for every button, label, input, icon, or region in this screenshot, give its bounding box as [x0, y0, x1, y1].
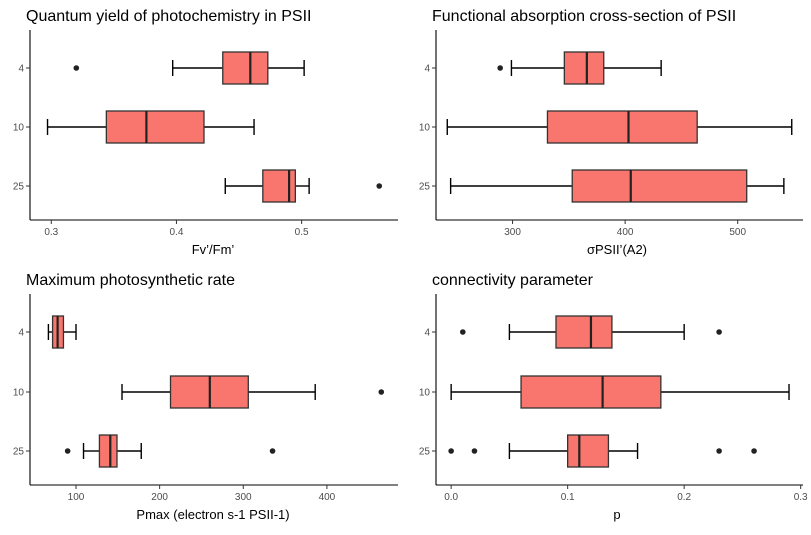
- x-tick-label: 0.5: [295, 227, 309, 238]
- x-tick-label: 0.3: [44, 227, 58, 238]
- x-tick-label: 500: [729, 227, 746, 238]
- outlier-point: [497, 65, 503, 71]
- x-tick-label: 300: [235, 492, 252, 503]
- x-tick-label: 100: [68, 492, 85, 503]
- x-axis-title: Pmax (electron s-1 PSII-1): [136, 507, 289, 522]
- panel-max-photosynthetic-rate: Maximum photosynthetic rate 100 200 300 400…: [13, 272, 398, 522]
- y-tick-label: 25: [419, 182, 431, 193]
- panel-quantum-yield: Quantum yield of photochemistry in PSII …: [13, 8, 398, 257]
- box-iqr: [262, 169, 297, 203]
- x-axis-title: Fv’/Fm’: [192, 242, 235, 257]
- outlier-point: [716, 329, 722, 335]
- panel-title: Functional absorption cross-section of P…: [432, 8, 736, 25]
- outlier-point: [376, 183, 383, 189]
- panel-connectivity-parameter: connectivity parameter 0.0 0.1 0.2 0.3 4 10 25…: [419, 272, 808, 522]
- outlier-point: [378, 389, 385, 395]
- x-tick-label: 200: [151, 492, 168, 503]
- box-iqr: [555, 315, 613, 349]
- outlier-point: [64, 448, 71, 454]
- y-tick-label: 10: [419, 388, 431, 399]
- outlier-point: [269, 448, 276, 454]
- y-tick-label: 4: [424, 328, 430, 339]
- panel-title: Maximum photosynthetic rate: [26, 272, 235, 289]
- outlier-point: [751, 448, 757, 454]
- y-tick-label: 4: [18, 328, 24, 339]
- x-tick-label: 0.1: [561, 492, 575, 503]
- x-axis-title: σPSII’(A2): [587, 242, 647, 257]
- box-iqr: [567, 434, 610, 468]
- box-iqr: [98, 434, 118, 468]
- x-tick-label: 400: [617, 227, 634, 238]
- x-tick-label: 0.4: [169, 227, 183, 238]
- x-tick-label: 0.2: [677, 492, 691, 503]
- x-axis-title: p: [613, 507, 620, 522]
- y-tick-label: 25: [13, 182, 25, 193]
- outlier-point: [73, 65, 80, 71]
- outlier-point: [459, 329, 466, 335]
- y-tick-label: 25: [13, 447, 25, 458]
- box-iqr: [105, 110, 205, 144]
- y-tick-label: 10: [419, 123, 431, 134]
- box-iqr: [546, 110, 698, 144]
- y-tick-label: 4: [18, 64, 24, 75]
- y-tick-label: 10: [13, 388, 25, 399]
- box-iqr: [222, 51, 269, 85]
- outlier-point: [471, 448, 478, 454]
- outlier-point: [716, 448, 722, 454]
- box-iqr: [563, 51, 605, 85]
- outlier-point: [448, 448, 454, 454]
- x-tick-label: 300: [504, 227, 521, 238]
- y-tick-label: 10: [13, 123, 25, 134]
- x-tick-label: 0.3: [794, 492, 808, 503]
- box-iqr: [520, 375, 662, 409]
- x-tick-label: 400: [319, 492, 336, 503]
- panel-title: Quantum yield of photochemistry in PSII: [26, 8, 311, 25]
- panel-title: connectivity parameter: [432, 272, 594, 289]
- x-tick-label: 0.0: [444, 492, 458, 503]
- panel-absorption-cross-section: Functional absorption cross-section of P…: [419, 8, 803, 257]
- box-iqr: [571, 169, 748, 203]
- y-tick-label: 25: [419, 447, 431, 458]
- y-tick-label: 4: [424, 64, 430, 75]
